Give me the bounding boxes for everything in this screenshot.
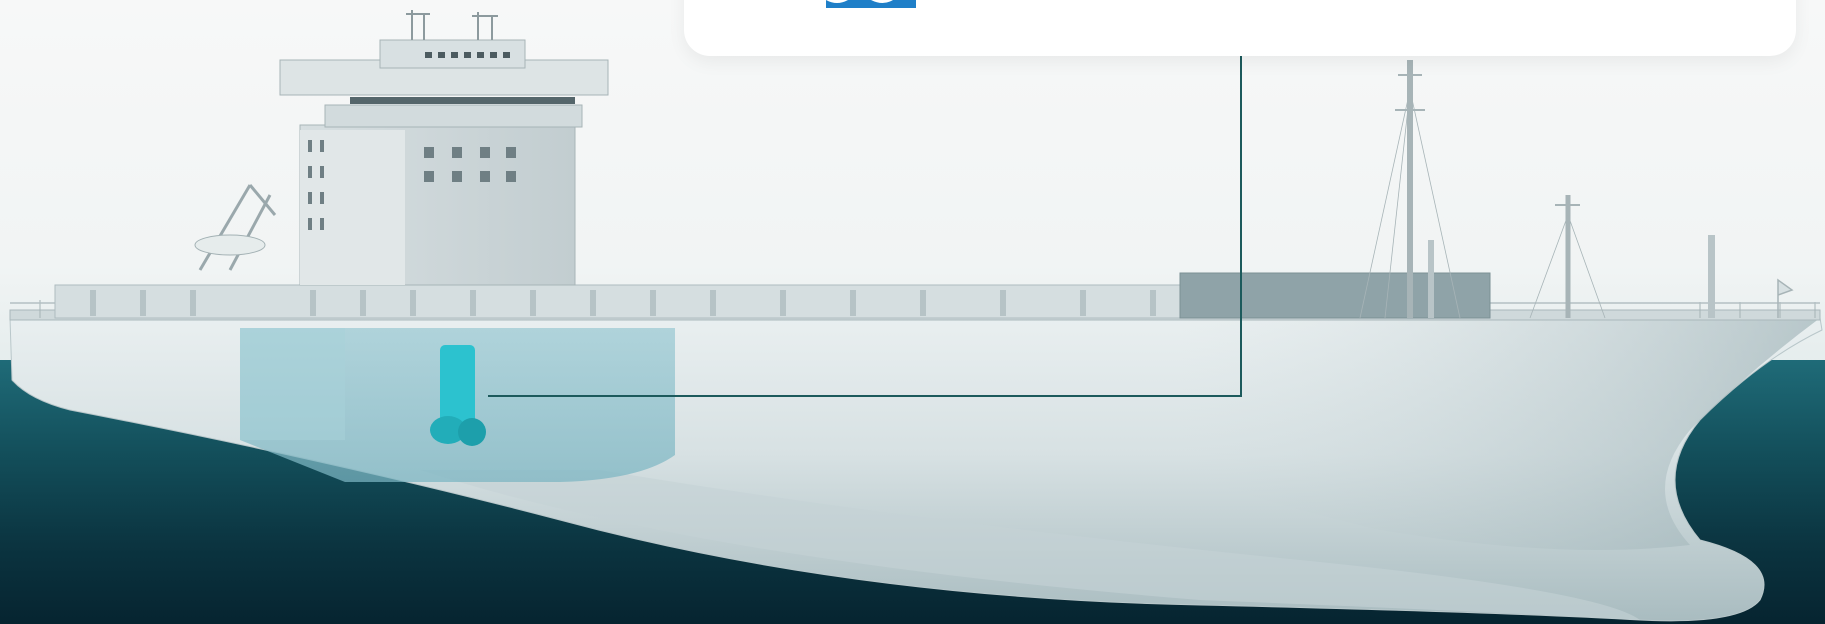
info-card [684,0,1796,56]
wheelhouse-windows [425,52,510,58]
highlighted-pump-body [440,345,475,425]
lifeboat [194,234,266,256]
radar-masts [406,10,498,40]
fore-mast [1529,195,1606,319]
bridge-stripe [350,97,575,104]
lifeboat-davit [198,184,277,271]
container-deck [54,284,1186,319]
highlight-compartment-inner [240,328,345,440]
highlighted-pump-base [430,416,466,444]
callout-line [488,56,1242,397]
bow-post [1708,235,1715,318]
superstructure-windows [308,140,516,230]
ship-bow-shading [1180,318,1820,550]
vent-post [1428,240,1434,318]
main-mast [1359,60,1461,319]
wave-icon [826,0,916,8]
container-grooves [90,290,1156,316]
bridge-deck [324,104,583,128]
highlighted-pump-motor [458,418,486,446]
bow-flag-pole [1777,278,1794,318]
hull-lower-shadow [420,470,1640,620]
superstructure-side [300,130,405,285]
forward-hatch [1179,272,1491,319]
